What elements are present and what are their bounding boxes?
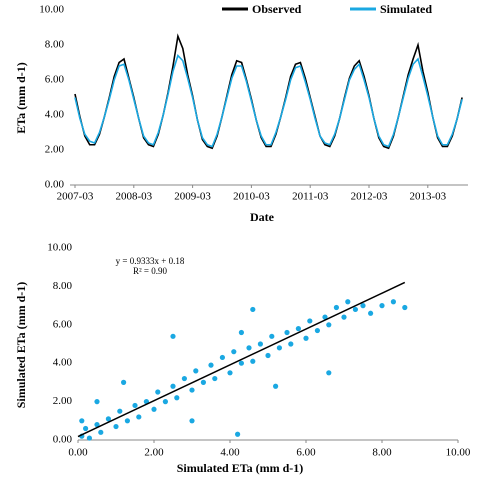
trendline-equation: y = 0.9333x + 0.18 bbox=[116, 256, 185, 266]
scatter-point bbox=[208, 362, 214, 368]
y-tick-label: 2.00 bbox=[53, 395, 73, 407]
scatter-point bbox=[174, 395, 180, 401]
scatter-point bbox=[368, 310, 374, 316]
scatter-point bbox=[94, 399, 100, 405]
scatter-point bbox=[181, 375, 187, 382]
scatter-point bbox=[379, 303, 385, 309]
x-tick-label: 6.00 bbox=[296, 447, 316, 459]
scatter-point bbox=[288, 341, 294, 347]
x-tick-label: 4.00 bbox=[220, 447, 240, 459]
scatter-point bbox=[238, 360, 244, 366]
x-tick-label: 2010-03 bbox=[233, 191, 270, 203]
x-axis-title: Simulated ETa (mm d-1) bbox=[177, 461, 304, 475]
x-tick-label: 2012-03 bbox=[351, 191, 388, 203]
trendline bbox=[77, 281, 406, 438]
y-tick-label: 4.00 bbox=[45, 109, 65, 121]
scatter-point bbox=[390, 299, 396, 305]
scatter-point bbox=[333, 304, 339, 311]
scatter-point bbox=[219, 354, 225, 361]
scatter-point bbox=[151, 406, 157, 412]
scatter-point bbox=[212, 375, 218, 382]
y-tick-label: 8.00 bbox=[53, 280, 73, 292]
y-axis-title: Simulated ETa (mm d-1) bbox=[14, 282, 28, 409]
y-tick-label: 4.00 bbox=[53, 357, 73, 369]
y-tick-label: 0.00 bbox=[45, 179, 65, 191]
scatter-point bbox=[360, 303, 366, 309]
x-tick-label: 2008-03 bbox=[115, 191, 152, 203]
data-line bbox=[74, 53, 463, 148]
scatter-point bbox=[402, 304, 408, 311]
scatter-point bbox=[295, 326, 301, 332]
scatter-point bbox=[132, 402, 138, 409]
scatter-point bbox=[94, 422, 100, 428]
scatter-point bbox=[189, 418, 195, 424]
scatter-point bbox=[155, 389, 161, 395]
scatter-point bbox=[326, 370, 332, 376]
scatter-point bbox=[105, 416, 111, 422]
y-tick-label: 10.00 bbox=[39, 4, 64, 16]
scatter-point bbox=[341, 314, 347, 320]
x-axis-title: Date bbox=[250, 210, 275, 224]
scatter-point bbox=[352, 306, 358, 313]
y-tick-label: 6.00 bbox=[45, 74, 65, 86]
scatter-point bbox=[326, 322, 332, 328]
scatter-point bbox=[117, 408, 123, 414]
scatter-point bbox=[83, 425, 89, 432]
x-tick-label: 0.00 bbox=[68, 447, 88, 459]
y-tick-label: 6.00 bbox=[53, 318, 73, 330]
scatter-point bbox=[170, 333, 176, 339]
y-tick-label: 8.00 bbox=[45, 39, 65, 51]
scatter-point bbox=[189, 387, 195, 393]
scatter-point bbox=[284, 329, 290, 336]
y-tick-label: 10.00 bbox=[47, 242, 72, 254]
scatter-point bbox=[273, 383, 279, 389]
scatter-point bbox=[307, 318, 313, 324]
scatter-point bbox=[246, 345, 252, 351]
x-tick-label: 2.00 bbox=[144, 447, 164, 459]
scatter-point bbox=[193, 368, 199, 374]
scatter-point bbox=[86, 435, 92, 441]
scatter-point bbox=[265, 352, 271, 359]
y-tick-label: 2.00 bbox=[45, 144, 65, 156]
legend-label: Simulated bbox=[380, 2, 432, 16]
x-tick-label: 2007-03 bbox=[57, 191, 94, 203]
x-tick-label: 2011-03 bbox=[292, 191, 329, 203]
scatter-point bbox=[121, 379, 127, 385]
x-tick-label: 2009-03 bbox=[174, 191, 211, 203]
scatter-point bbox=[314, 327, 320, 334]
scatter-point bbox=[269, 333, 275, 339]
y-axis-title: ETa (mm d-1) bbox=[14, 62, 28, 134]
scatter-point bbox=[257, 341, 263, 347]
trendline-r2: R² = 0.90 bbox=[133, 266, 168, 276]
scatter-point bbox=[79, 418, 85, 424]
scatter-point bbox=[98, 429, 104, 435]
scatter-point bbox=[200, 379, 206, 385]
scatter-point bbox=[124, 418, 130, 424]
scatter-point bbox=[235, 431, 241, 437]
scatter-point bbox=[162, 399, 168, 405]
scatter-point bbox=[170, 383, 176, 389]
scatter-point bbox=[250, 358, 256, 364]
scatter-point bbox=[303, 335, 309, 341]
scatter-point bbox=[250, 306, 256, 313]
scatter-point bbox=[231, 349, 237, 355]
scatter-point bbox=[322, 314, 328, 320]
scatter-point bbox=[227, 370, 233, 376]
legend-label: Observed bbox=[252, 2, 302, 16]
x-tick-label: 8.00 bbox=[372, 447, 392, 459]
scatter-point bbox=[276, 345, 282, 351]
scatter-point bbox=[238, 329, 244, 336]
scatter-point bbox=[113, 423, 119, 430]
scatter-point bbox=[345, 299, 351, 305]
x-tick-label: 2013-03 bbox=[409, 191, 446, 203]
scatter-point bbox=[136, 414, 142, 420]
y-tick-label: 0.00 bbox=[53, 434, 73, 446]
x-tick-label: 10.00 bbox=[446, 447, 471, 459]
